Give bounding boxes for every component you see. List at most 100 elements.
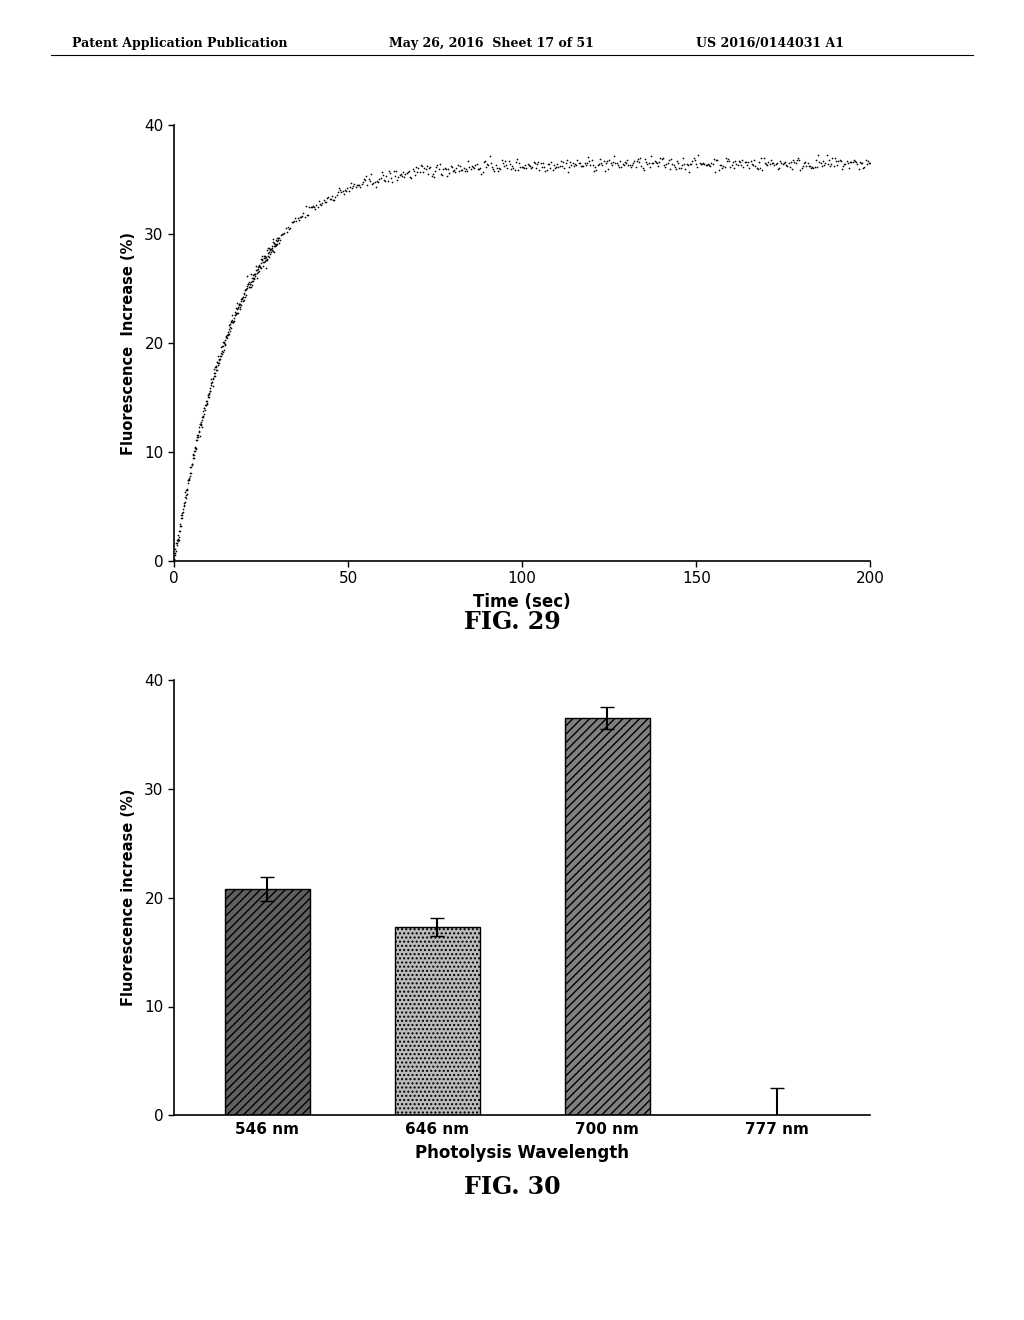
- Point: [187, 437, 204, 458]
- Point: [251, 256, 267, 277]
- Point: [190, 417, 207, 438]
- Point: [371, 168, 387, 189]
- Point: [512, 157, 528, 178]
- Point: [507, 160, 523, 181]
- Point: [759, 154, 775, 176]
- Point: [216, 333, 232, 354]
- Point: [833, 150, 849, 172]
- Point: [538, 160, 554, 181]
- Point: [696, 153, 713, 174]
- Point: [239, 265, 255, 286]
- Point: [797, 152, 813, 173]
- Point: [205, 367, 221, 388]
- Point: [527, 157, 544, 178]
- Point: [189, 425, 206, 446]
- Point: [762, 153, 778, 174]
- Point: [510, 160, 526, 181]
- Point: [657, 156, 674, 177]
- Point: [688, 154, 705, 176]
- Point: [839, 150, 855, 172]
- Point: [703, 153, 720, 174]
- Point: [231, 297, 248, 318]
- Point: [252, 257, 268, 279]
- Point: [296, 206, 312, 227]
- Point: [254, 246, 270, 267]
- Point: [456, 157, 472, 178]
- Point: [730, 150, 746, 172]
- Point: [180, 469, 197, 490]
- Point: [240, 273, 256, 294]
- Point: [245, 267, 261, 288]
- Point: [624, 154, 640, 176]
- Point: [337, 180, 353, 201]
- Point: [219, 325, 236, 346]
- Point: [862, 153, 879, 174]
- Point: [262, 239, 279, 260]
- Point: [518, 157, 535, 178]
- Point: [175, 499, 191, 520]
- Point: [261, 238, 278, 259]
- Point: [429, 154, 445, 176]
- Point: [284, 211, 300, 232]
- Point: [385, 161, 401, 182]
- Point: [226, 304, 243, 325]
- Point: [546, 154, 562, 176]
- Point: [184, 447, 201, 469]
- Point: [369, 170, 385, 191]
- Point: [509, 148, 525, 169]
- Point: [171, 527, 187, 548]
- Point: [252, 257, 268, 279]
- Point: [178, 478, 195, 499]
- Point: [166, 549, 182, 570]
- Point: [804, 156, 820, 177]
- Point: [840, 152, 856, 173]
- Point: [182, 457, 199, 478]
- Point: [212, 348, 228, 370]
- Point: [496, 156, 512, 177]
- Point: [477, 150, 494, 172]
- Point: [191, 420, 208, 441]
- Point: [221, 318, 238, 339]
- Point: [419, 156, 435, 177]
- Point: [493, 158, 509, 180]
- Point: [771, 157, 787, 178]
- Point: [397, 164, 414, 185]
- Point: [295, 202, 311, 223]
- Point: [362, 164, 379, 185]
- Point: [377, 170, 393, 191]
- Point: [560, 162, 577, 183]
- Point: [615, 154, 632, 176]
- Point: [390, 166, 407, 187]
- Point: [172, 516, 188, 537]
- Point: [574, 156, 591, 177]
- Point: [193, 414, 209, 436]
- Point: [650, 156, 667, 177]
- Point: [842, 152, 858, 173]
- Point: [508, 152, 524, 173]
- Point: [502, 153, 518, 174]
- Point: [652, 147, 669, 168]
- Point: [281, 218, 297, 239]
- Point: [190, 422, 207, 444]
- Point: [340, 181, 356, 202]
- Point: [315, 189, 332, 210]
- Point: [224, 309, 241, 330]
- Point: [630, 149, 646, 170]
- Point: [177, 487, 194, 508]
- Point: [532, 152, 549, 173]
- Point: [788, 149, 805, 170]
- Point: [239, 279, 255, 300]
- Point: [384, 172, 400, 193]
- Point: [482, 152, 499, 173]
- Point: [226, 308, 243, 329]
- Point: [175, 502, 191, 523]
- Point: [792, 149, 808, 170]
- Point: [755, 160, 771, 181]
- Point: [529, 154, 546, 176]
- Point: [767, 153, 783, 174]
- Point: [680, 154, 696, 176]
- Point: [230, 294, 247, 315]
- Point: [552, 156, 568, 177]
- Point: [684, 150, 700, 172]
- Point: [180, 470, 197, 491]
